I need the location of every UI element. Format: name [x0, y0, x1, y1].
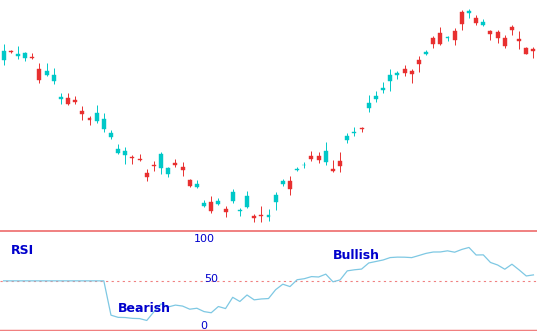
- Bar: [16, 54, 20, 56]
- Bar: [381, 88, 385, 90]
- Bar: [489, 31, 492, 34]
- Bar: [274, 195, 278, 202]
- Bar: [460, 12, 464, 24]
- Bar: [202, 203, 206, 206]
- Bar: [95, 113, 99, 121]
- Bar: [438, 33, 442, 44]
- Bar: [173, 163, 177, 166]
- Bar: [410, 71, 413, 74]
- Text: Bearish: Bearish: [118, 303, 171, 315]
- Bar: [281, 181, 285, 184]
- Bar: [102, 119, 106, 129]
- Bar: [2, 51, 5, 60]
- Bar: [403, 69, 407, 73]
- Bar: [524, 48, 528, 54]
- Bar: [453, 31, 456, 40]
- Bar: [152, 165, 156, 166]
- Bar: [374, 96, 378, 99]
- Bar: [81, 111, 84, 115]
- Bar: [266, 215, 271, 217]
- Bar: [474, 18, 478, 23]
- Bar: [145, 173, 149, 177]
- Bar: [395, 73, 400, 74]
- Bar: [510, 26, 514, 30]
- Bar: [188, 180, 192, 186]
- Bar: [388, 75, 392, 81]
- Bar: [302, 165, 306, 166]
- Bar: [288, 181, 292, 189]
- Bar: [73, 100, 77, 102]
- Bar: [252, 215, 256, 218]
- Bar: [338, 161, 342, 166]
- Bar: [360, 128, 364, 129]
- Bar: [45, 71, 48, 75]
- Bar: [130, 157, 134, 158]
- Bar: [517, 39, 521, 41]
- Bar: [309, 156, 314, 159]
- Bar: [216, 201, 220, 204]
- Bar: [124, 151, 127, 155]
- Bar: [59, 97, 63, 99]
- Bar: [503, 38, 507, 46]
- Bar: [481, 22, 485, 25]
- Bar: [231, 192, 235, 201]
- Bar: [259, 214, 263, 216]
- Bar: [532, 49, 535, 51]
- Bar: [295, 168, 299, 170]
- Bar: [467, 11, 471, 14]
- Text: 100: 100: [193, 234, 215, 244]
- Text: 0: 0: [200, 321, 208, 331]
- Bar: [195, 184, 199, 187]
- Bar: [424, 52, 428, 54]
- Bar: [238, 210, 242, 211]
- Bar: [23, 53, 27, 58]
- Text: RSI: RSI: [11, 244, 34, 257]
- Bar: [345, 136, 349, 140]
- Bar: [209, 202, 213, 211]
- Bar: [38, 69, 41, 79]
- Bar: [166, 168, 170, 174]
- Bar: [317, 156, 321, 160]
- Bar: [223, 209, 228, 212]
- Bar: [116, 150, 120, 153]
- Bar: [109, 132, 113, 137]
- Bar: [180, 167, 185, 170]
- Bar: [52, 75, 56, 81]
- Bar: [496, 31, 499, 38]
- Text: Bullish: Bullish: [333, 249, 380, 262]
- Bar: [137, 159, 142, 160]
- Bar: [331, 169, 335, 171]
- Bar: [324, 151, 328, 162]
- Bar: [30, 57, 34, 58]
- Bar: [446, 37, 449, 38]
- Bar: [88, 118, 91, 120]
- Bar: [66, 98, 70, 104]
- Text: 50: 50: [204, 274, 218, 284]
- Bar: [9, 51, 13, 52]
- Bar: [417, 61, 421, 64]
- Bar: [159, 154, 163, 168]
- Bar: [367, 103, 371, 108]
- Bar: [245, 196, 249, 207]
- Bar: [431, 38, 435, 44]
